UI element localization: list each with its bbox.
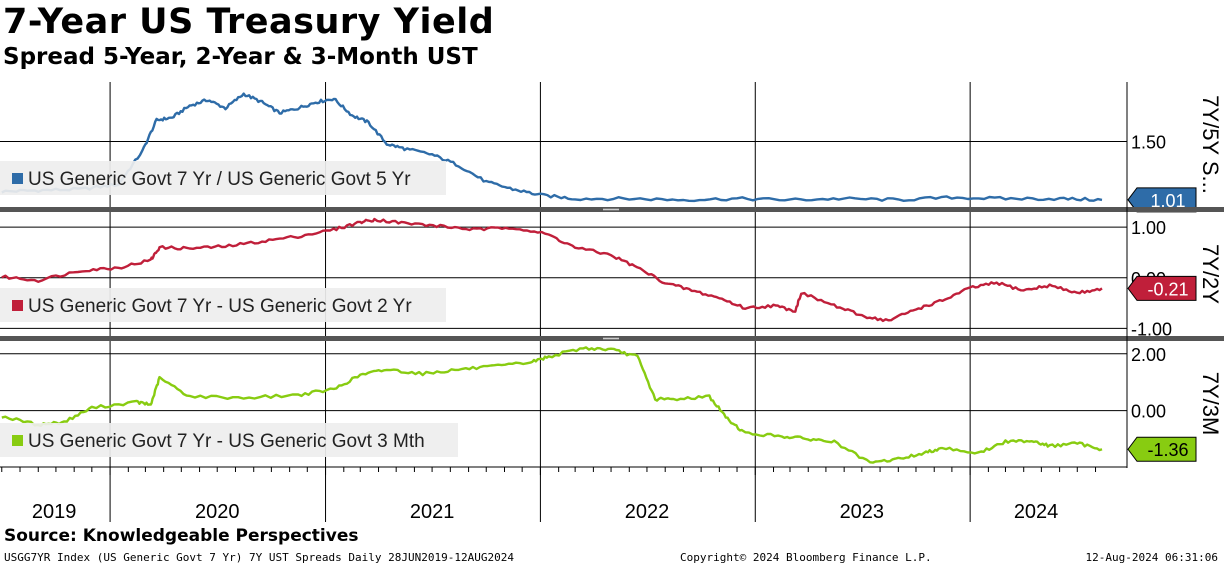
panel3-legend-swatch	[12, 435, 23, 446]
panel-separator-grip-2	[603, 337, 619, 340]
panel2-series-line	[1, 217, 1103, 323]
source-note: Source: Knowledgeable Perspectives	[4, 526, 359, 546]
x-tick-label-2022: 2022	[625, 501, 670, 523]
panel1-series-line	[1, 92, 1103, 203]
panel2-last-value-badge	[1127, 275, 1197, 301]
chart-subtitle: Spread 5-Year, 2-Year & 3-Month UST	[3, 44, 478, 70]
panel3-series-line	[1, 346, 1103, 464]
chart-title: 7-Year US Treasury Yield	[3, 2, 495, 42]
panel1-axis-label: 7Y/5Y S...	[1198, 95, 1223, 194]
footer-timestamp: 12-Aug-2024 06:31:06	[1085, 551, 1218, 564]
panel2-tick-label-3: -1.00	[1131, 319, 1172, 339]
panel3-tick-label-1: 2.00	[1131, 345, 1166, 365]
footer-index-info: USGG7YR Index (US Generic Govt 7 Yr) 7Y …	[4, 551, 514, 564]
panel2-tick-label-1: 1.00	[1131, 218, 1166, 238]
panel3-last-value-label: -1.36	[1147, 440, 1188, 460]
x-tick-label-2021: 2021	[410, 501, 455, 523]
panel1-legend-box	[0, 161, 446, 195]
panel1-tick-label-1: 1.50	[1131, 133, 1166, 153]
panel2-last-value-label: -0.21	[1147, 279, 1188, 299]
panel3-legend-box	[0, 423, 458, 457]
panel2-axis-label: 7Y/2Y	[1198, 244, 1223, 304]
x-tick-label-2020: 2020	[195, 501, 240, 523]
panel2-legend-label: US Generic Govt 7 Yr - US Generic Govt 2…	[28, 296, 412, 317]
x-tick-label-2019: 2019	[32, 501, 77, 523]
panel3-tick-label-2: 0.00	[1131, 402, 1166, 422]
panel1-legend-swatch	[12, 173, 23, 184]
panel3-last-value-badge	[1127, 436, 1197, 462]
panel3-axis-label: 7Y/3M	[1198, 372, 1223, 436]
panel2-legend-box	[0, 288, 446, 322]
x-tick-label-2024: 2024	[1014, 501, 1059, 523]
footer-copyright: Copyright© 2024 Bloomberg Finance L.P.	[680, 551, 932, 564]
panel3-legend-label: US Generic Govt 7 Yr - US Generic Govt 3…	[28, 431, 425, 452]
panel2-legend-swatch	[12, 300, 23, 311]
panel-separator-grip-1	[603, 208, 619, 211]
panel1-legend-label: US Generic Govt 7 Yr / US Generic Govt 5…	[28, 169, 411, 190]
panel1-last-value-label: 1.01	[1150, 191, 1185, 211]
x-tick-label-2023: 2023	[840, 501, 885, 523]
